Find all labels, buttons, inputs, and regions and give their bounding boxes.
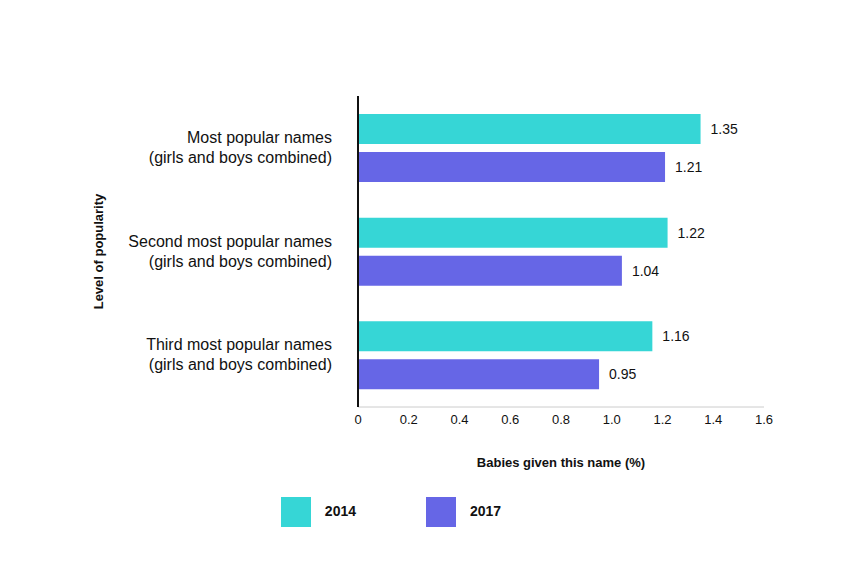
svg-text:Level of popularity: Level of popularity — [91, 193, 106, 309]
svg-text:1.21: 1.21 — [675, 159, 702, 175]
svg-text:1.16: 1.16 — [662, 328, 689, 344]
svg-text:1.0: 1.0 — [603, 412, 621, 427]
svg-text:1.35: 1.35 — [711, 121, 738, 137]
svg-text:1.2: 1.2 — [653, 412, 671, 427]
svg-text:0.4: 0.4 — [450, 412, 468, 427]
svg-text:1.22: 1.22 — [678, 225, 705, 241]
svg-text:1.04: 1.04 — [632, 263, 659, 279]
svg-text:Third most popular names(girls: Third most popular names(girls and boys … — [146, 336, 332, 373]
svg-text:0.8: 0.8 — [552, 412, 570, 427]
svg-text:0.2: 0.2 — [400, 412, 418, 427]
html-text:2014: 2014 — [324, 502, 356, 519]
svg-text:Most popular names(girls and b: Most popular names(girls and boys combin… — [149, 129, 332, 166]
html-text:2017: 2017 — [470, 502, 502, 519]
svg-text:1.6: 1.6 — [755, 412, 773, 427]
svg-text:Babies given this name (%): Babies given this name (%) — [477, 455, 645, 470]
svg-text:Second most popular names(girl: Second most popular names(girls and boys… — [128, 233, 332, 270]
svg-text:0.95: 0.95 — [609, 366, 636, 382]
svg-text:0: 0 — [354, 412, 361, 427]
svg-text:1.4: 1.4 — [704, 412, 722, 427]
svg-text:0.6: 0.6 — [501, 412, 519, 427]
